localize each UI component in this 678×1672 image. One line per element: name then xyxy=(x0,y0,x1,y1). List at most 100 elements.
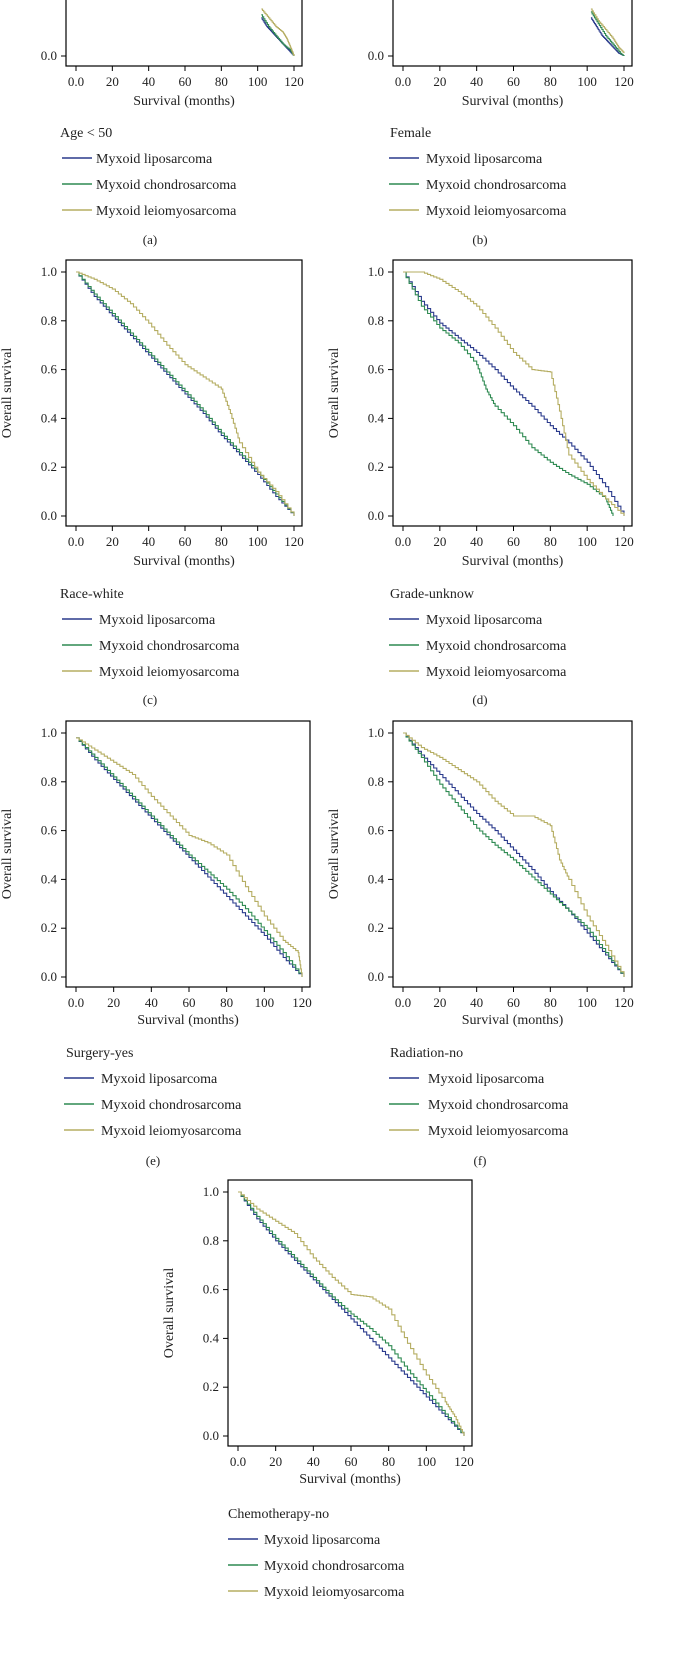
x-tick-label: 40 xyxy=(142,534,155,549)
legend-entry: Myxoid leiomyosarcoma xyxy=(264,1585,405,1600)
legend-entry: Myxoid liposarcoma xyxy=(264,1533,381,1548)
series-line-myxoid-liposarcoma xyxy=(238,1191,465,1436)
x-tick-label: 100 xyxy=(248,534,268,549)
y-tick-label: 1.0 xyxy=(41,725,57,740)
plot-frame xyxy=(65,720,311,988)
series-line-myxoid-liposarcoma xyxy=(76,271,295,516)
x-tick-label: 0.0 xyxy=(68,995,84,1010)
x-tick-label: 20 xyxy=(106,534,119,549)
series-line-myxoid-chondrosarcoma xyxy=(590,11,625,57)
legend-entry: Myxoid leiomyosarcoma xyxy=(426,665,567,680)
legend-entry: Myxoid leiomyosarcoma xyxy=(96,204,237,219)
y-tick-label: 0.8 xyxy=(41,774,57,789)
y-tick-label: 0.0 xyxy=(368,48,384,63)
y-tick-label: 0.0 xyxy=(41,48,57,63)
plot-frame xyxy=(65,259,303,527)
legend-title: Surgery-yes xyxy=(66,1046,133,1061)
x-tick-label: 0.0 xyxy=(230,1454,246,1469)
legend-title: Race-white xyxy=(60,587,124,602)
y-tick-label: 0.4 xyxy=(368,410,385,425)
legend-title: Chemotherapy-no xyxy=(228,1507,329,1522)
x-tick-label: 40 xyxy=(307,1454,320,1469)
x-tick-label: 100 xyxy=(417,1454,437,1469)
legend-entry: Myxoid chondrosarcoma xyxy=(101,1098,242,1113)
series-line-myxoid-liposarcoma xyxy=(590,17,625,57)
y-tick-label: 0.2 xyxy=(41,920,57,935)
y-axis-label: Overall survival xyxy=(327,348,342,439)
plot-frame xyxy=(227,1179,473,1447)
y-tick-label: 0.2 xyxy=(203,1379,219,1394)
x-tick-label: 100 xyxy=(577,995,597,1010)
plot-frame xyxy=(392,259,633,527)
panel-label: (c) xyxy=(143,692,157,707)
y-tick-label: 0.2 xyxy=(41,459,57,474)
y-tick-label: 0.4 xyxy=(368,871,385,886)
legend-entry: Myxoid leiomyosarcoma xyxy=(101,1124,242,1139)
x-tick-label: 60 xyxy=(507,995,520,1010)
series-line-myxoid-liposarcoma xyxy=(261,17,295,56)
x-tick-label: 20 xyxy=(433,995,446,1010)
y-tick-label: 0.8 xyxy=(368,313,384,328)
x-tick-label: 40 xyxy=(470,74,483,89)
legend-entry: Myxoid leiomyosarcoma xyxy=(99,665,240,680)
chart-panel-a: 0.0 20 40 60 80 100 120 0.0 Survival (months) Age… xyxy=(41,0,304,247)
series-line-myxoid-leiomyosarcoma xyxy=(403,732,625,977)
y-tick-label: 0.4 xyxy=(41,871,58,886)
x-tick-label: 80 xyxy=(544,534,557,549)
legend-entry: Myxoid liposarcoma xyxy=(426,152,543,167)
legend-title: Radiation-no xyxy=(390,1046,463,1061)
x-tick-label: 120 xyxy=(284,534,304,549)
x-axis-label: Survival (months) xyxy=(462,554,564,569)
series-line-myxoid-liposarcoma xyxy=(403,732,625,977)
x-tick-label: 120 xyxy=(614,534,634,549)
x-tick-label: 0.0 xyxy=(395,74,411,89)
x-tick-label: 20 xyxy=(433,534,446,549)
x-tick-label: 0.0 xyxy=(68,534,84,549)
y-tick-label: 0.4 xyxy=(203,1330,220,1345)
chart-panel-g: 0.0 20 40 60 80 100 120 0.0 0.2 0.4 0.6 0.8 1.0 Overa… xyxy=(162,1179,474,1600)
x-tick-label: 20 xyxy=(107,995,120,1010)
legend-entry: Myxoid leiomyosarcoma xyxy=(428,1124,569,1139)
x-tick-label: 80 xyxy=(215,74,228,89)
series-line-myxoid-liposarcoma xyxy=(403,271,625,516)
series-line-myxoid-leiomyosarcoma xyxy=(238,1191,465,1436)
chart-panel-f: 0.0 20 40 60 80 100 120 0.0 0.2 0.4 0.6 0.8 1.0 Overa… xyxy=(327,720,634,1168)
x-tick-label: 80 xyxy=(544,74,557,89)
legend-title: Female xyxy=(390,126,431,141)
y-tick-label: 0.8 xyxy=(368,774,384,789)
x-tick-label: 120 xyxy=(284,74,304,89)
legend-title: Grade-unknow xyxy=(390,587,475,602)
x-tick-label: 60 xyxy=(179,534,192,549)
x-tick-label: 60 xyxy=(345,1454,358,1469)
legend-entry: Myxoid liposarcoma xyxy=(96,152,213,167)
x-tick-label: 0.0 xyxy=(68,74,84,89)
legend-entry: Myxoid liposarcoma xyxy=(426,613,543,628)
y-tick-label: 1.0 xyxy=(368,725,384,740)
x-tick-label: 120 xyxy=(454,1454,474,1469)
series-line-myxoid-chondrosarcoma xyxy=(261,14,295,56)
series-line-myxoid-chondrosarcoma xyxy=(76,737,303,977)
y-tick-label: 0.6 xyxy=(368,823,385,838)
y-tick-label: 1.0 xyxy=(41,264,57,279)
panel-label: (e) xyxy=(146,1153,160,1168)
chart-panel-d: 0.0 20 40 60 80 100 120 0.0 0.2 0.4 0.6 0.8 1.0 Overa… xyxy=(327,259,634,707)
panel-label: (a) xyxy=(143,232,157,247)
x-tick-label: 80 xyxy=(544,995,557,1010)
y-tick-label: 0.2 xyxy=(368,920,384,935)
legend-entry: Myxoid liposarcoma xyxy=(99,613,216,628)
x-tick-label: 60 xyxy=(183,995,196,1010)
x-tick-label: 40 xyxy=(470,534,483,549)
panel-label: (d) xyxy=(472,692,487,707)
plot-frame xyxy=(392,720,633,988)
legend-entry: Myxoid leiomyosarcoma xyxy=(426,204,567,219)
chart-panel-e: 0.0 20 40 60 80 100 120 0.0 0.2 0.4 0.6 0.8 1.0 Overa… xyxy=(0,720,312,1168)
x-axis-label: Survival (months) xyxy=(462,94,564,109)
legend-entry: Myxoid chondrosarcoma xyxy=(99,639,240,654)
panel-label: (f) xyxy=(474,1153,487,1168)
x-axis-label: Survival (months) xyxy=(137,1013,239,1028)
series-line-myxoid-leiomyosarcoma xyxy=(590,8,625,54)
y-tick-label: 0.0 xyxy=(368,508,384,523)
x-tick-label: 80 xyxy=(220,995,233,1010)
x-tick-label: 0.0 xyxy=(395,534,411,549)
x-axis-label: Survival (months) xyxy=(299,1472,401,1487)
